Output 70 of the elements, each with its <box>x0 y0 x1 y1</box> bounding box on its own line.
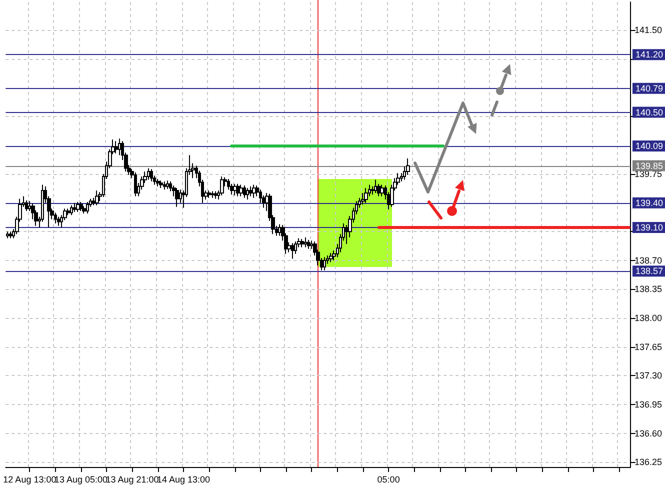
ref-line-label: 139.10 <box>635 222 664 233</box>
y-tick-label: 137.65 <box>634 342 662 352</box>
candlestick <box>207 190 211 198</box>
candlestick <box>169 180 172 192</box>
candlestick <box>25 200 28 212</box>
candlestick <box>374 179 377 194</box>
candlestick <box>243 185 246 198</box>
x-tick-label: 14 Aug 13:00 <box>156 474 210 484</box>
candlestick <box>9 231 12 239</box>
y-tick-label: 136.25 <box>634 457 662 468</box>
y-tick-label: 136.60 <box>634 428 662 438</box>
candlestick <box>54 212 57 224</box>
y-tick-label: 138.70 <box>634 255 662 266</box>
candlestick <box>307 239 310 250</box>
candlestick <box>252 184 256 198</box>
candlestick <box>147 168 150 180</box>
candlestick <box>214 190 217 200</box>
candlestick <box>118 138 121 156</box>
candlestick <box>57 216 60 226</box>
ref-line-label: 141.20 <box>635 50 664 60</box>
candlestick <box>86 201 89 214</box>
candlestick <box>73 202 76 212</box>
y-tick-label: 141.50 <box>634 24 662 35</box>
candlestick <box>156 178 160 187</box>
x-tick-label: 12 Aug 13:00 <box>3 474 56 484</box>
x-tick-label: 13 Aug 21:00 <box>106 474 159 484</box>
candlestick <box>163 180 166 190</box>
candlestick <box>380 184 384 197</box>
ref-line-label: 140.79 <box>635 83 664 94</box>
ref-line-label: 138.57 <box>635 266 664 276</box>
ref-line-label: 139.40 <box>635 198 664 208</box>
candlestick <box>211 190 214 198</box>
candlestick <box>175 188 179 208</box>
y-tick-label: 139.75 <box>634 169 662 180</box>
candlestick <box>304 236 307 248</box>
candlestick <box>134 172 137 197</box>
ref-line-label: 140.50 <box>635 107 664 118</box>
ref-line-label: 139.85 <box>635 160 664 171</box>
y-tick-label: 136.95 <box>634 399 662 410</box>
candlestick <box>227 178 230 190</box>
candlestick <box>249 186 253 197</box>
candlestick <box>291 242 294 260</box>
candlestick <box>95 190 99 206</box>
candlestick <box>300 238 304 248</box>
candlestick <box>239 184 243 197</box>
candlestick <box>278 224 281 236</box>
candlestick <box>6 231 9 239</box>
candlestick <box>159 180 163 188</box>
candlestick <box>82 206 86 214</box>
candlestick <box>361 192 365 205</box>
candlestick <box>323 256 326 271</box>
candlestick <box>79 201 83 212</box>
candlestick <box>166 180 169 190</box>
candlestick <box>66 208 70 216</box>
y-tick-label: 137.30 <box>634 370 662 381</box>
candlestick <box>150 168 153 182</box>
candlestick <box>230 183 233 196</box>
candlestick <box>76 201 80 212</box>
y-tick-label: 138.35 <box>634 284 662 294</box>
candlestick <box>233 183 237 196</box>
candlestick <box>70 204 73 216</box>
ref-line-label: 140.09 <box>635 141 664 152</box>
candlestick <box>246 188 249 200</box>
candlestick <box>329 252 333 263</box>
x-tick-label: 05:00 <box>377 474 400 484</box>
x-tick-label: 13 Aug 05:00 <box>54 474 108 484</box>
y-tick-label: 138.00 <box>634 313 662 324</box>
candlestick <box>364 188 368 204</box>
candlestick <box>220 176 224 196</box>
candlestick <box>114 140 118 154</box>
